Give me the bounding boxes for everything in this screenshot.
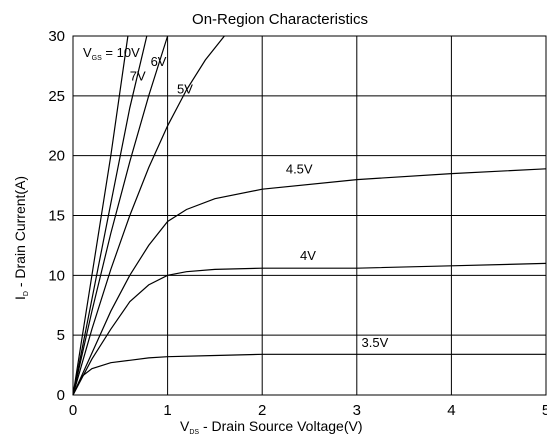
y-tick-label: 15 [48, 208, 65, 225]
plot-area-frame [72, 35, 547, 396]
curves [72, 35, 547, 396]
x-tick-label: 2 [258, 402, 266, 419]
x-tick-label: 1 [163, 402, 171, 419]
curve-vgs-7v [72, 35, 148, 396]
grid [73, 36, 546, 395]
y-tick-labels: 0 5 10 15 20 25 30 [48, 28, 65, 404]
x-tick-label: 3 [353, 402, 361, 419]
curve-vgs-4v [72, 262, 547, 396]
y-tick-label: 25 [48, 88, 65, 105]
curve-label-4-5v: 4.5V [286, 162, 313, 177]
x-tick-label: 4 [447, 402, 455, 419]
curve-label-6v: 6V [151, 54, 167, 69]
curve-label-4v: 4V [300, 248, 316, 263]
curve-vgs-6v [72, 35, 169, 396]
y-tick-label: 30 [48, 28, 65, 45]
curve-label-5v: 5V [177, 81, 193, 96]
curve-vgs-3-5v [72, 353, 546, 396]
y-tick-label: 20 [48, 148, 65, 165]
vgs-10v-label: VGS = 10V [83, 45, 140, 62]
curve-label-3-5v: 3.5V [362, 335, 389, 350]
x-tick-label: 5 [542, 402, 547, 419]
x-tick-labels: 0 1 2 3 4 5 [69, 402, 547, 419]
y-tick-label: 5 [57, 327, 65, 344]
curve-vgs-5v [72, 35, 225, 396]
curve-labels: 7V 6V 5V 4.5V 4V 3.5V [130, 54, 389, 350]
x-axis-label: VDS - Drain Source Voltage(V) [180, 418, 362, 436]
curve-vgs-4-5v [72, 168, 547, 396]
y-tick-label: 0 [57, 387, 65, 404]
x-tick-label: 0 [69, 402, 77, 419]
curve-label-7v: 7V [130, 68, 146, 83]
chart-title: On-Region Characteristics [192, 11, 368, 28]
curve-vgs-10v [72, 35, 129, 396]
y-tick-label: 10 [48, 267, 65, 284]
y-axis-label: ID - Drain Current(A) [12, 176, 30, 300]
